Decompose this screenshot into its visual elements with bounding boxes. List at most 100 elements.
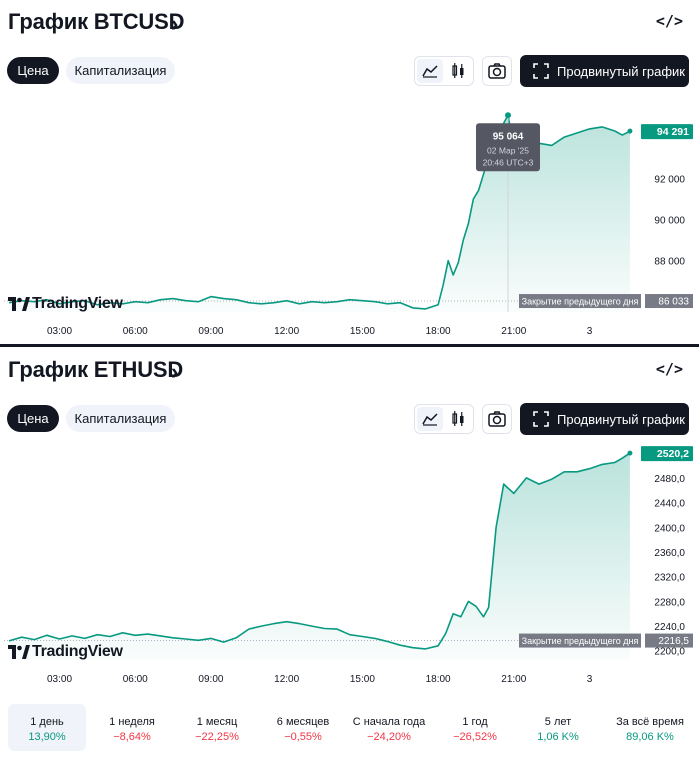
prev-close-label-box	[519, 633, 641, 648]
period-tab[interactable]: 1 месяц −22,25%	[177, 704, 257, 751]
x-tick-label: 3	[587, 674, 593, 685]
embed-code-icon[interactable]: </>	[655, 360, 683, 378]
period-change-value: −26,52%	[453, 731, 497, 743]
last-price-dot	[627, 128, 633, 134]
x-tick-label: 15:00	[350, 674, 375, 685]
prev-close-label: Закрытие предыдущего дня	[522, 636, 639, 646]
area-chart-button[interactable]	[417, 407, 443, 431]
crosshair-dot	[505, 112, 512, 119]
period-change-value: 13,90%	[28, 731, 66, 743]
period-label: С начала года	[352, 716, 426, 728]
embed-code-icon[interactable]: </>	[655, 12, 683, 30]
screenshot-button[interactable]	[482, 56, 512, 86]
y-tick-label: 2200,0	[654, 647, 685, 658]
last-price-label: 2520,2	[657, 448, 689, 460]
y-tick-label: 2480,0	[654, 474, 685, 485]
chart-title[interactable]: График BTCUSD	[8, 9, 185, 34]
tab-price[interactable]: Цена	[7, 57, 59, 84]
x-tick-label: 09:00	[198, 326, 223, 337]
period-change-value: −0,55%	[284, 731, 322, 743]
area-chart-icon	[422, 413, 438, 426]
area-chart-icon	[422, 65, 438, 78]
tab-price[interactable]: Цена	[7, 405, 59, 432]
tab-capitalization[interactable]: Капитализация	[66, 405, 175, 432]
prev-close-value-box	[645, 294, 693, 309]
camera-icon	[488, 411, 506, 427]
chevron-right-icon[interactable]: ›	[171, 359, 179, 384]
advanced-chart-label: Продвинутый график	[557, 64, 685, 79]
tradingview-logo[interactable]: TradingView	[8, 643, 123, 663]
y-tick-label: 2400,0	[654, 523, 685, 534]
period-label: 6 месяцев	[276, 716, 330, 728]
btc-chart-panel: График BTCUSD › </> Цена Капитализация П…	[0, 0, 699, 345]
period-tab[interactable]: С начала года −24,20%	[347, 704, 431, 751]
advanced-chart-button[interactable]: Продвинутый график	[520, 55, 689, 87]
price-line	[8, 452, 631, 650]
tooltip-time: 20:46 UTC+3	[483, 157, 534, 167]
chart-type-toggle	[414, 56, 474, 86]
candles-icon	[452, 63, 464, 78]
advanced-chart-label: Продвинутый график	[557, 412, 685, 427]
period-tab[interactable]: 1 день 13,90%	[8, 704, 86, 751]
y-tick-label: 2280,0	[654, 597, 685, 608]
btc-price-chart[interactable]: 88 000 90 000 92 000 03:00 06:00 09:00 12:00 15…	[0, 90, 699, 345]
x-tick-label: 03:00	[47, 326, 72, 337]
tooltip-box	[476, 123, 541, 172]
x-tick-label: 12:00	[274, 326, 299, 337]
tradingview-logo-text: TradingView	[32, 643, 123, 660]
period-label: 1 день	[30, 716, 64, 728]
area-chart-button[interactable]	[417, 59, 443, 83]
period-change-value: −8,64%	[113, 731, 151, 743]
advanced-chart-button[interactable]: Продвинутый график	[520, 403, 689, 435]
panel-divider	[0, 344, 699, 347]
tradingview-logo-text: TradingView	[32, 295, 123, 312]
fullscreen-icon	[533, 63, 549, 79]
tooltip-price: 95 064	[493, 131, 524, 142]
period-change-value: −22,25%	[195, 731, 239, 743]
last-price-label: 94 291	[657, 126, 689, 138]
period-tab[interactable]: 5 лет 1,06 K%	[520, 704, 596, 751]
period-label: За всё время	[616, 716, 684, 728]
chart-title[interactable]: График ETHUSD	[8, 357, 184, 382]
prev-close-label: Закрытие предыдущего дня	[522, 297, 639, 307]
camera-icon	[488, 63, 506, 79]
eth-price-chart[interactable]: 2200,0 2240,0 2280,0 2320,0 2360,0 2400,0 2440…	[0, 438, 699, 693]
y-tick-label: 2240,0	[654, 622, 685, 633]
period-label: 1 месяц	[196, 716, 238, 728]
period-label: 1 неделя	[109, 716, 155, 728]
tradingview-logo[interactable]: TradingView	[8, 295, 123, 315]
last-price-box	[641, 446, 693, 462]
period-tab[interactable]: 6 месяцев −0,55%	[262, 704, 344, 751]
candles-chart-button[interactable]	[445, 59, 471, 83]
screenshot-button[interactable]	[482, 404, 512, 434]
period-tab[interactable]: 1 год −26,52%	[434, 704, 516, 751]
y-tick-label: 90 000	[654, 215, 685, 226]
prev-close-label-box	[519, 294, 641, 309]
period-tab[interactable]: 1 неделя −8,64%	[92, 704, 172, 751]
tab-capitalization[interactable]: Капитализация	[66, 57, 175, 84]
y-tick-label: 2440,0	[654, 499, 685, 510]
period-selector: 1 день 13,90% 1 неделя −8,64% 1 месяц −22,25%…	[0, 700, 699, 757]
x-tick-label: 18:00	[426, 326, 451, 337]
y-tick-label: 88 000	[654, 257, 685, 268]
tradingview-logo-icon	[8, 297, 30, 311]
x-tick-label: 09:00	[198, 674, 223, 685]
price-area	[9, 115, 630, 312]
last-price-dot	[627, 450, 633, 456]
candles-chart-button[interactable]	[445, 407, 471, 431]
prev-close-value: 86 033	[658, 297, 689, 308]
period-tab[interactable]: За всё время 89,06 K%	[606, 704, 694, 751]
chevron-right-icon[interactable]: ›	[171, 11, 179, 36]
x-tick-label: 21:00	[501, 326, 526, 337]
x-tick-label: 03:00	[47, 674, 72, 685]
eth-chart-panel: График ETHUSD › </> Цена Капитализация П…	[0, 348, 699, 693]
y-tick-label: 2320,0	[654, 573, 685, 584]
y-tick-label: 92 000	[654, 174, 685, 185]
price-area	[9, 453, 630, 660]
fullscreen-icon	[533, 411, 549, 427]
period-change-value: −24,20%	[367, 731, 411, 743]
period-label: 1 год	[462, 716, 488, 728]
prev-close-value: 2216,5	[658, 636, 689, 647]
period-change-value: 1,06 K%	[537, 731, 579, 743]
y-tick-label: 2360,0	[654, 548, 685, 559]
